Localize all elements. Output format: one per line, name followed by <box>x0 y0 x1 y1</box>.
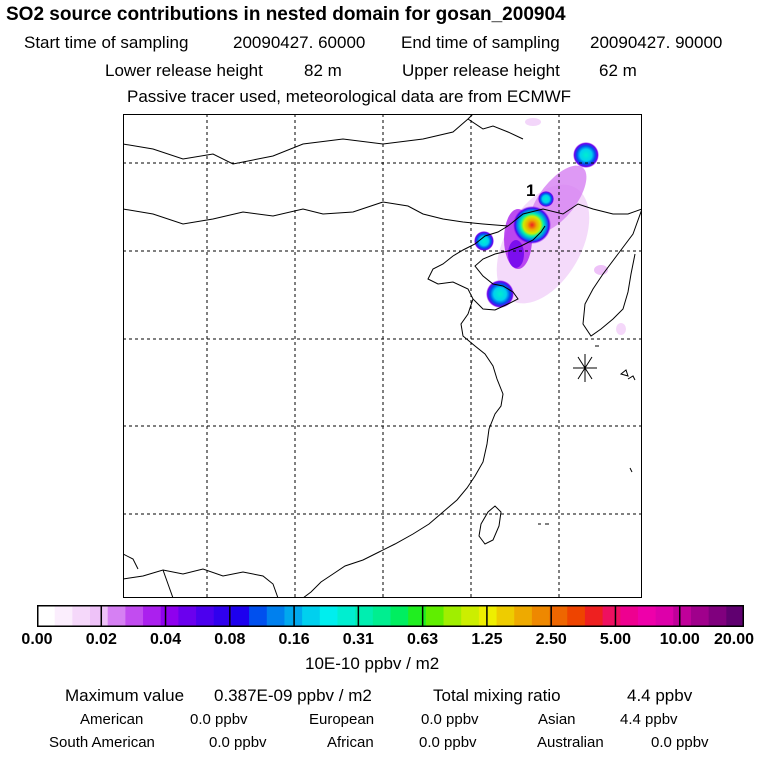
graticule <box>123 114 642 598</box>
colorbar-swatch <box>531 605 551 627</box>
colorbar-swatch <box>425 605 445 627</box>
colorbar-swatch <box>302 605 321 627</box>
colorbar-swatch <box>231 605 250 627</box>
colorbar-swatch <box>196 605 215 627</box>
colorbar-tick-label: 0.02 <box>85 631 117 648</box>
colorbar-swatch <box>319 605 338 627</box>
region-name: African <box>327 734 374 751</box>
colorbar-swatch <box>620 605 639 627</box>
colorbar-swatch <box>372 605 391 627</box>
total-mixing-label: Total mixing ratio <box>433 686 561 705</box>
colorbar-swatch <box>655 605 674 627</box>
concentration-map: 1 <box>123 114 642 598</box>
plume-northeast <box>573 142 599 168</box>
colorbar-swatch <box>160 605 179 627</box>
max-value-label: Maximum value <box>65 686 185 705</box>
region-name: American <box>80 711 144 728</box>
region-value: 0.0 ppbv <box>209 734 267 751</box>
upper-height-label: Upper release height <box>402 61 560 80</box>
colorbar-swatch <box>107 605 126 627</box>
colorbar-swatch <box>72 605 91 627</box>
end-time-value: 20090427. 90000 <box>590 33 723 52</box>
colorbar-swatch <box>673 605 692 627</box>
region-value: 0.0 ppbv <box>190 711 248 728</box>
islands <box>478 345 636 545</box>
start-time-value: 20090427. 60000 <box>233 33 366 52</box>
colorbar-tick-label: 0.16 <box>278 631 310 648</box>
colorbar <box>37 605 744 627</box>
colorbar-tick-label: 0.00 <box>21 631 53 648</box>
colorbar-swatch <box>726 605 744 627</box>
colorbar-tick-label: 0.31 <box>342 631 374 648</box>
colorbar-swatch <box>178 605 197 627</box>
region-value: 4.4 ppbv <box>620 711 678 728</box>
colorbar-swatch <box>708 605 727 627</box>
star-icon <box>573 354 597 382</box>
colorbar-tick-label: 10.00 <box>659 631 700 648</box>
colorbar-swatch <box>54 605 73 627</box>
colorbar-swatch <box>567 605 586 627</box>
colorbar-tick-label: 0.04 <box>149 631 182 648</box>
colorbar-border <box>37 605 744 627</box>
plume-south <box>486 280 514 308</box>
colorbar-tick-label: 0.63 <box>407 631 439 648</box>
colorbar-swatch <box>584 605 604 627</box>
coastlines <box>123 114 642 598</box>
colorbar-swatch <box>355 605 374 627</box>
colorbar-tick-label: 0.08 <box>214 631 246 648</box>
colorbar-swatch <box>637 605 657 627</box>
colorbar-tick-label: 20.00 <box>713 631 755 648</box>
region-name: Asian <box>538 711 576 728</box>
colorbar-tick-label: 5.00 <box>599 631 632 648</box>
region-value: 0.0 ppbv <box>419 734 477 751</box>
plume-layer <box>474 118 626 335</box>
colorbar-swatch <box>249 605 268 627</box>
colorbar-unit: 10E-10 ppbv / m2 <box>305 654 440 673</box>
end-time-label: End time of sampling <box>401 33 560 52</box>
max-value: 0.387E-09 ppbv / m2 <box>214 686 372 705</box>
colorbar-swatch <box>125 605 144 627</box>
colorbar-swatch <box>266 605 285 627</box>
colorbar-swatch <box>37 605 56 627</box>
colorbar-swatch <box>143 605 162 627</box>
colorbar-swatch <box>461 605 480 627</box>
region-value: 0.0 ppbv <box>651 734 709 751</box>
upper-height-value: 62 m <box>599 61 637 80</box>
source-marker-label: 1 <box>526 181 535 200</box>
start-time-label: Start time of sampling <box>24 33 189 52</box>
colorbar-swatch <box>602 605 621 627</box>
lower-height-value: 82 m <box>304 61 342 80</box>
region-name: Australian <box>537 734 604 751</box>
colorbar-tick-label: 2.50 <box>535 631 567 648</box>
region-name: South American <box>49 734 155 751</box>
lower-height-label: Lower release height <box>105 61 263 80</box>
colorbar-swatch <box>390 605 409 627</box>
colorbar-swatch <box>408 605 427 627</box>
colorbar-swatch <box>496 605 515 627</box>
colorbar-tick-label: 1.25 <box>471 631 503 648</box>
plume-west <box>474 231 494 251</box>
plume-peak <box>513 206 551 244</box>
total-mixing-value: 4.4 ppbv <box>627 686 693 705</box>
colorbar-swatch <box>443 605 462 627</box>
colorbar-swatch <box>337 605 356 627</box>
colorbar-swatch <box>478 605 498 627</box>
colorbar-swatch <box>690 605 710 627</box>
tracer-note: Passive tracer used, meteorological data… <box>127 87 572 106</box>
region-name: European <box>309 711 375 728</box>
colorbar-swatch <box>213 605 232 627</box>
colorbar-swatch <box>90 605 109 627</box>
region-value: 0.0 ppbv <box>421 711 479 728</box>
colorbar-swatch <box>514 605 533 627</box>
page-title: SO2 source contributions in nested domai… <box>6 4 566 25</box>
colorbar-swatch <box>549 605 568 627</box>
